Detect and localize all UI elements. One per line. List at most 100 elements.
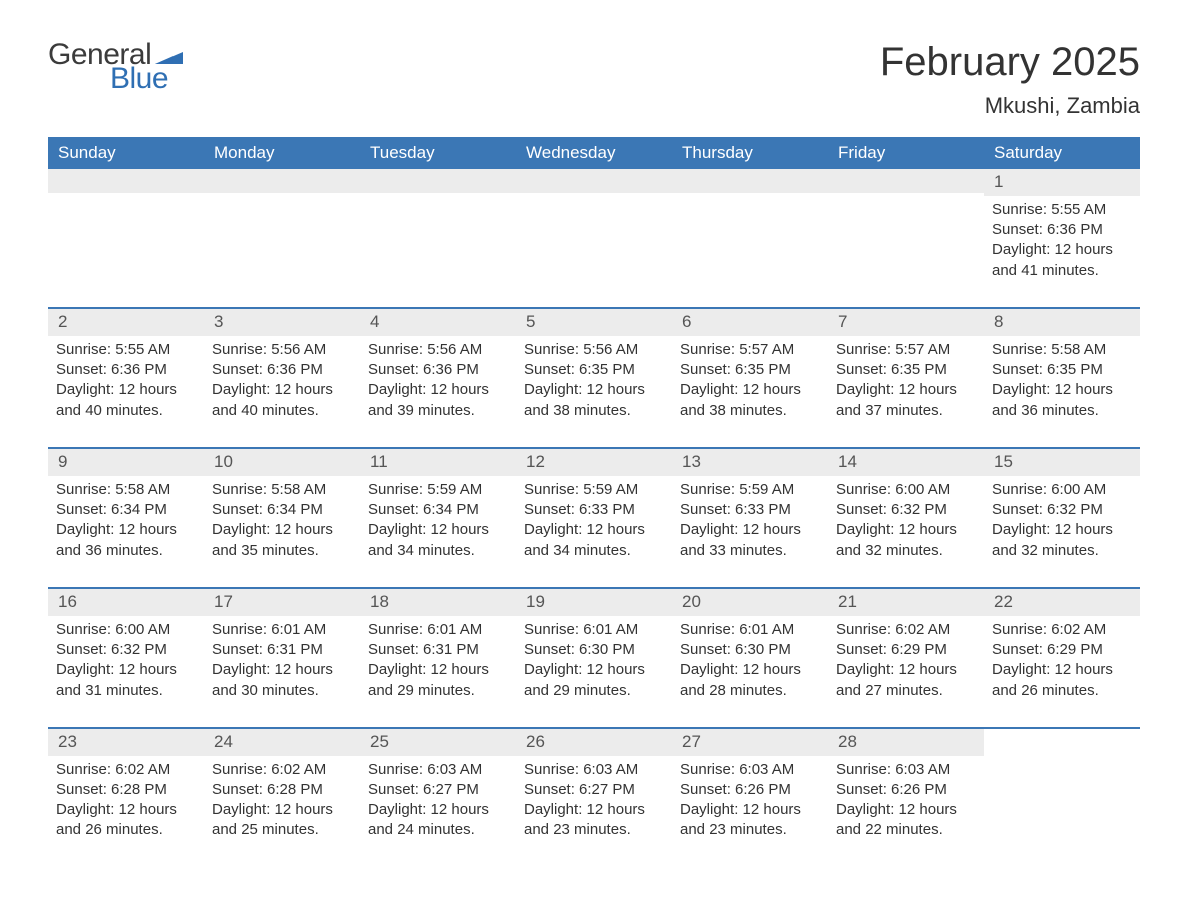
sunrise-text: Sunrise: 5:58 AM [992,340,1132,360]
day-cell: 15Sunrise: 6:00 AMSunset: 6:32 PMDayligh… [984,449,1140,579]
sunset-text: Sunset: 6:28 PM [56,780,196,800]
day-number: 9 [48,449,204,476]
dow-cell: Wednesday [516,137,672,169]
day-number: 7 [828,309,984,336]
day-cell: 8Sunrise: 5:58 AMSunset: 6:35 PMDaylight… [984,309,1140,439]
title-block: February 2025 Mkushi, Zambia [880,40,1140,119]
day1-text: Daylight: 12 hours [992,240,1132,260]
day-cell: 21Sunrise: 6:02 AMSunset: 6:29 PMDayligh… [828,589,984,719]
sunrise-text: Sunrise: 5:56 AM [368,340,508,360]
sunset-text: Sunset: 6:29 PM [992,640,1132,660]
day-cell: 24Sunrise: 6:02 AMSunset: 6:28 PMDayligh… [204,729,360,859]
day1-text: Daylight: 12 hours [212,380,352,400]
day-number: 23 [48,729,204,756]
day-number [48,169,204,193]
day-number: 26 [516,729,672,756]
day2-text: and 23 minutes. [524,820,664,840]
day2-text: and 25 minutes. [212,820,352,840]
day-number [672,169,828,193]
sunset-text: Sunset: 6:27 PM [524,780,664,800]
day2-text: and 32 minutes. [992,541,1132,561]
day-number [360,169,516,193]
sunset-text: Sunset: 6:26 PM [680,780,820,800]
sunset-text: Sunset: 6:32 PM [56,640,196,660]
sunset-text: Sunset: 6:30 PM [680,640,820,660]
day-number: 12 [516,449,672,476]
dow-cell: Friday [828,137,984,169]
sunset-text: Sunset: 6:32 PM [836,500,976,520]
day-number: 17 [204,589,360,616]
day-cell: 3Sunrise: 5:56 AMSunset: 6:36 PMDaylight… [204,309,360,439]
day-number: 25 [360,729,516,756]
day2-text: and 30 minutes. [212,681,352,701]
day-of-week-header: SundayMondayTuesdayWednesdayThursdayFrid… [48,137,1140,169]
day2-text: and 34 minutes. [368,541,508,561]
day-cell-empty [672,169,828,299]
day1-text: Daylight: 12 hours [992,380,1132,400]
day2-text: and 29 minutes. [368,681,508,701]
day-number: 1 [984,169,1140,196]
sunrise-text: Sunrise: 6:00 AM [56,620,196,640]
day-cell: 9Sunrise: 5:58 AMSunset: 6:34 PMDaylight… [48,449,204,579]
sunset-text: Sunset: 6:35 PM [836,360,976,380]
day2-text: and 26 minutes. [56,820,196,840]
day2-text: and 38 minutes. [680,401,820,421]
week-row: 2Sunrise: 5:55 AMSunset: 6:36 PMDaylight… [48,307,1140,439]
sunset-text: Sunset: 6:34 PM [212,500,352,520]
sunset-text: Sunset: 6:32 PM [992,500,1132,520]
day-cell-empty [828,169,984,299]
sunrise-text: Sunrise: 6:00 AM [836,480,976,500]
day-cell: 16 Sunrise: 6:00 AMSunset: 6:32 PMDayligh… [48,589,204,719]
day1-text: Daylight: 12 hours [56,380,196,400]
day-number: 8 [984,309,1140,336]
sunset-text: Sunset: 6:28 PM [212,780,352,800]
day2-text: and 34 minutes. [524,541,664,561]
sunset-text: Sunset: 6:36 PM [56,360,196,380]
sunset-text: Sunset: 6:34 PM [56,500,196,520]
day-cell-empty [204,169,360,299]
day-number: 5 [516,309,672,336]
day1-text: Daylight: 12 hours [992,520,1132,540]
sunset-text: Sunset: 6:30 PM [524,640,664,660]
day-number: 20 [672,589,828,616]
day-number [828,169,984,193]
day2-text: and 26 minutes. [992,681,1132,701]
day-number: 28 [828,729,984,756]
day1-text: Daylight: 12 hours [524,800,664,820]
day-cell: 4Sunrise: 5:56 AMSunset: 6:36 PMDaylight… [360,309,516,439]
day2-text: and 35 minutes. [212,541,352,561]
sunrise-text: Sunrise: 5:56 AM [212,340,352,360]
sunrise-text: Sunrise: 5:57 AM [836,340,976,360]
sunrise-text: Sunrise: 6:01 AM [680,620,820,640]
day1-text: Daylight: 12 hours [368,660,508,680]
day2-text: and 40 minutes. [56,401,196,421]
day-number: 10 [204,449,360,476]
sunrise-text: Sunrise: 6:02 AM [992,620,1132,640]
day1-text: Daylight: 12 hours [56,660,196,680]
sunrise-text: Sunrise: 6:03 AM [836,760,976,780]
sunset-text: Sunset: 6:29 PM [836,640,976,660]
day-cell: 18Sunrise: 6:01 AMSunset: 6:31 PMDayligh… [360,589,516,719]
day-number: 16 [48,589,204,616]
day-cell: 23Sunrise: 6:02 AMSunset: 6:28 PMDayligh… [48,729,204,859]
sunset-text: Sunset: 6:31 PM [368,640,508,660]
sunrise-text: Sunrise: 6:03 AM [368,760,508,780]
day-cell: 2Sunrise: 5:55 AMSunset: 6:36 PMDaylight… [48,309,204,439]
day2-text: and 27 minutes. [836,681,976,701]
sunrise-text: Sunrise: 5:56 AM [524,340,664,360]
day-number: 14 [828,449,984,476]
day2-text: and 22 minutes. [836,820,976,840]
sunset-text: Sunset: 6:35 PM [524,360,664,380]
day2-text: and 39 minutes. [368,401,508,421]
sunset-text: Sunset: 6:36 PM [212,360,352,380]
week-row: 9Sunrise: 5:58 AMSunset: 6:34 PMDaylight… [48,447,1140,579]
day1-text: Daylight: 12 hours [836,660,976,680]
day-number [204,169,360,193]
day1-text: Daylight: 12 hours [836,800,976,820]
day1-text: Daylight: 12 hours [680,520,820,540]
week-row: 16Sunrise: 6:00 AMSunset: 6:32 PMDayligh… [48,587,1140,719]
logo-text-blue: Blue [110,64,183,94]
day1-text: Daylight: 12 hours [212,660,352,680]
day2-text: and 37 minutes. [836,401,976,421]
sunrise-text: Sunrise: 5:59 AM [680,480,820,500]
